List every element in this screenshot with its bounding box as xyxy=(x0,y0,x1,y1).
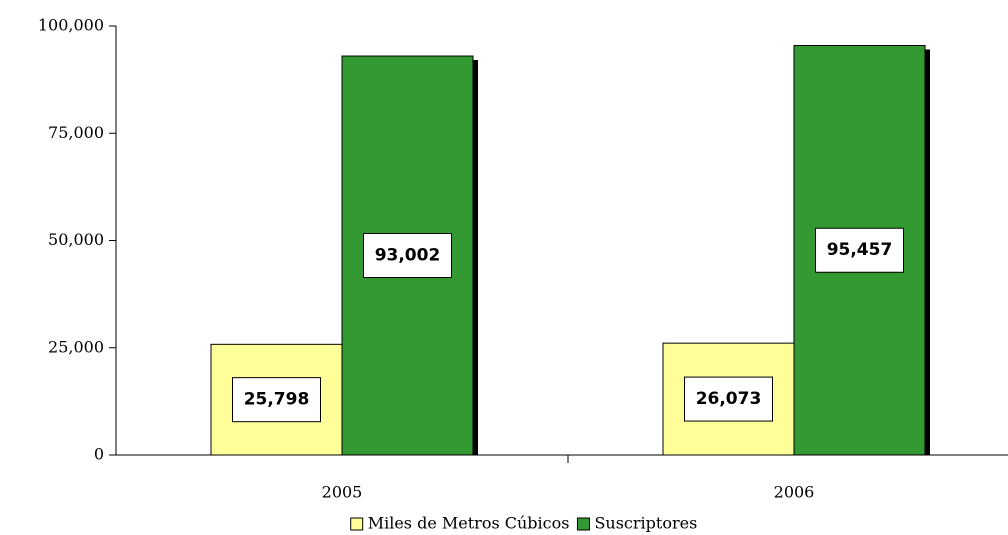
value-label-box xyxy=(815,227,904,273)
legend-label: Suscriptores xyxy=(594,514,697,533)
x-tick-label: 2005 xyxy=(322,483,363,502)
y-tick-label: 50,000 xyxy=(48,230,104,249)
value-label-box xyxy=(232,377,321,423)
value-label: 26,073 xyxy=(696,389,762,409)
legend-swatch xyxy=(350,517,364,531)
value-label: 25,798 xyxy=(244,390,310,410)
value-label-box xyxy=(363,233,452,279)
y-tick-label: 75,000 xyxy=(48,123,104,142)
y-tick-label: 0 xyxy=(94,445,104,464)
legend-label: Miles de Metros Cúbicos xyxy=(368,514,570,533)
y-tick-label: 100,000 xyxy=(38,16,104,35)
y-tick-label: 25,000 xyxy=(48,337,104,356)
value-label-box xyxy=(684,376,773,422)
legend-swatch xyxy=(576,517,590,531)
value-label: 95,457 xyxy=(827,240,893,260)
value-label: 93,002 xyxy=(375,246,441,266)
x-tick-label: 2006 xyxy=(774,483,815,502)
